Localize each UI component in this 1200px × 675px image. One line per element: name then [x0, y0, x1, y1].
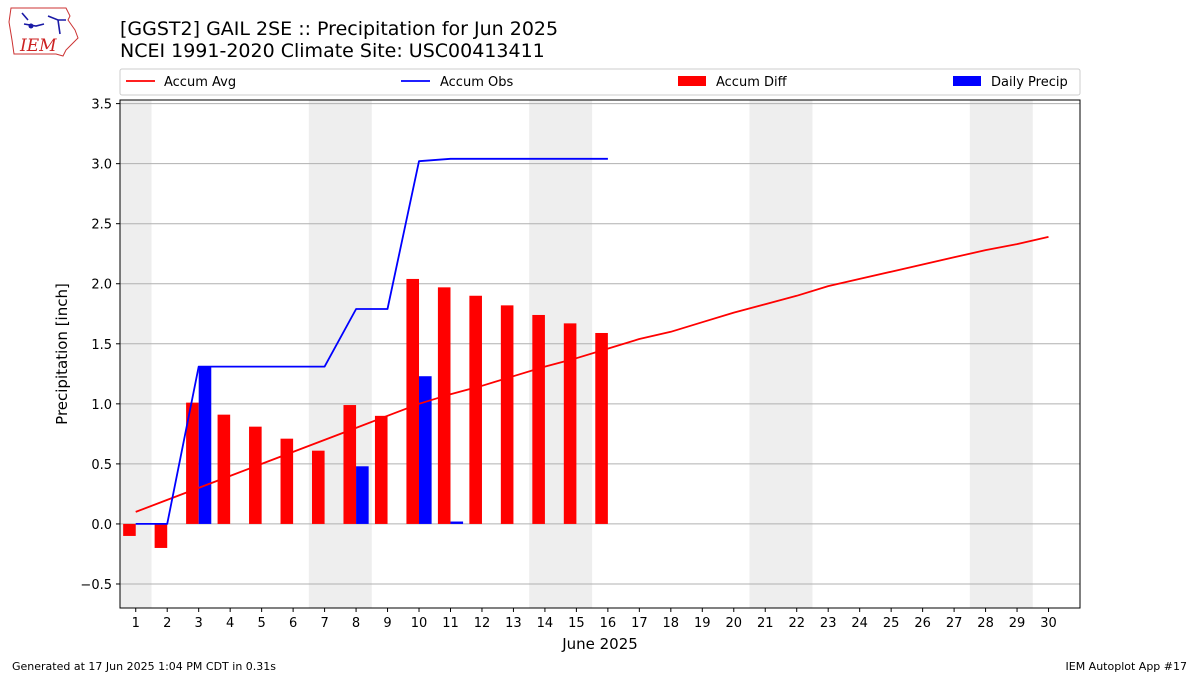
weekend-band-1 [308, 100, 372, 608]
y-axis-ticks: −0.5 0.0 0.5 1.0 1.5 2.0 2.5 3.0 3.5 [80, 98, 120, 593]
legend-swatch-accum-diff [678, 76, 706, 86]
accum-diff-bar-day-10 [406, 278, 420, 524]
accum-avg-line [135, 236, 1049, 513]
legend-label-accum-avg: Accum Avg [164, 75, 236, 90]
accum-diff-bar-day-1 [123, 523, 136, 536]
weekend-band-3 [749, 100, 813, 608]
accum-diff-bar-day-15 [563, 323, 577, 524]
x-tick-label: 24 [851, 616, 868, 631]
y-tick-label: 2.5 [91, 218, 112, 233]
x-tick-label: 6 [289, 616, 297, 631]
generated-timestamp: Generated at 17 Jun 2025 1:04 PM CDT in … [12, 660, 276, 673]
chart-subtitle: NCEI 1991-2020 Climate Site: USC00413411 [120, 40, 545, 62]
x-tick-label: 10 [411, 616, 428, 631]
x-tick-label: 26 [914, 616, 931, 631]
daily-precip-bar-day-10 [419, 376, 432, 524]
plot-frame [119, 99, 1081, 609]
chart-title: [GGST2] GAIL 2SE :: Precipitation for Ju… [120, 18, 558, 40]
x-tick-label: 30 [1040, 616, 1057, 631]
x-tick-label: 28 [977, 616, 994, 631]
accum-diff-bar-day-5 [249, 426, 262, 524]
y-tick-label: 2.0 [91, 278, 112, 293]
y-axis-label: Precipitation [inch] [53, 283, 71, 425]
legend-label-daily-precip: Daily Precip [991, 75, 1068, 90]
accum-diff-bar-day-14 [532, 314, 545, 524]
accum-diff-bar-day-4 [217, 414, 231, 524]
accum-diff-bar-day-11 [437, 287, 451, 524]
y-tick-label: 1.5 [91, 338, 112, 353]
accum-diff-bar-day-6 [280, 438, 294, 524]
bars [123, 278, 608, 548]
x-axis-ticks: 1 2 3 4 5 6 7 8 9 10 11 12 13 14 15 16 17 18 19 20 21 22 23 24 2… [132, 608, 1057, 631]
weekend-band-4 [969, 100, 1033, 608]
y-tick-label: 0.5 [91, 458, 112, 473]
x-tick-label: 16 [600, 616, 617, 631]
accum-diff-bar-day-8 [343, 405, 357, 524]
x-tick-label: 11 [442, 616, 459, 631]
daily-precip-bar-day-11 [450, 521, 464, 524]
x-tick-label: 2 [163, 616, 171, 631]
accum-obs-line [135, 157, 608, 525]
x-tick-label: 17 [631, 616, 648, 631]
x-tick-label: 5 [257, 616, 265, 631]
accum-diff-bar-day-3 [186, 402, 199, 524]
legend-frame [119, 68, 1081, 96]
app-credit: IEM Autoplot App #17 [1066, 660, 1188, 673]
accum-diff-bar-day-7 [312, 450, 325, 524]
accum-diff-bar-day-13 [500, 305, 514, 524]
x-tick-label: 25 [883, 616, 900, 631]
x-tick-label: 27 [946, 616, 963, 631]
x-tick-label: 1 [132, 616, 140, 631]
y-tick-label: 3.5 [91, 98, 112, 113]
x-tick-label: 13 [505, 616, 522, 631]
x-tick-label: 21 [757, 616, 774, 631]
x-tick-label: 20 [725, 616, 742, 631]
logo-wind-icon [21, 12, 66, 35]
accum-diff-bar-day-9 [374, 415, 388, 524]
y-tick-label: 1.0 [91, 398, 112, 413]
legend-swatch-daily-precip [953, 76, 981, 86]
x-tick-label: 23 [820, 616, 837, 631]
accum-diff-bar-day-16 [595, 332, 608, 524]
x-axis-label: June 2025 [561, 635, 638, 653]
daily-precip-bar-day-3 [198, 366, 212, 524]
x-tick-label: 8 [352, 616, 360, 631]
y-tick-label: −0.5 [80, 578, 112, 593]
x-tick-label: 3 [195, 616, 203, 631]
x-tick-label: 19 [694, 616, 711, 631]
iem-logo: IEM [8, 7, 79, 57]
x-tick-label: 29 [1009, 616, 1026, 631]
y-tick-label: 3.0 [91, 158, 112, 173]
x-tick-label: 4 [226, 616, 234, 631]
x-tick-label: 12 [474, 616, 491, 631]
x-tick-label: 14 [537, 616, 554, 631]
logo-text: IEM [19, 36, 57, 56]
legend-label-accum-obs: Accum Obs [440, 75, 513, 90]
legend: Accum Avg Accum Obs Accum Diff Daily Pre… [119, 68, 1081, 96]
x-tick-label: 18 [663, 616, 680, 631]
accum-diff-bar-day-2 [154, 523, 168, 548]
x-tick-label: 9 [383, 616, 391, 631]
x-tick-label: 15 [568, 616, 585, 631]
x-tick-label: 22 [788, 616, 805, 631]
logo-dot-icon [28, 23, 34, 29]
x-tick-label: 7 [320, 616, 328, 631]
lines [135, 157, 1049, 525]
accum-diff-bar-day-12 [469, 295, 482, 524]
daily-precip-bar-day-8 [356, 466, 369, 524]
legend-label-accum-diff: Accum Diff [716, 75, 788, 90]
y-tick-label: 0.0 [91, 518, 112, 533]
